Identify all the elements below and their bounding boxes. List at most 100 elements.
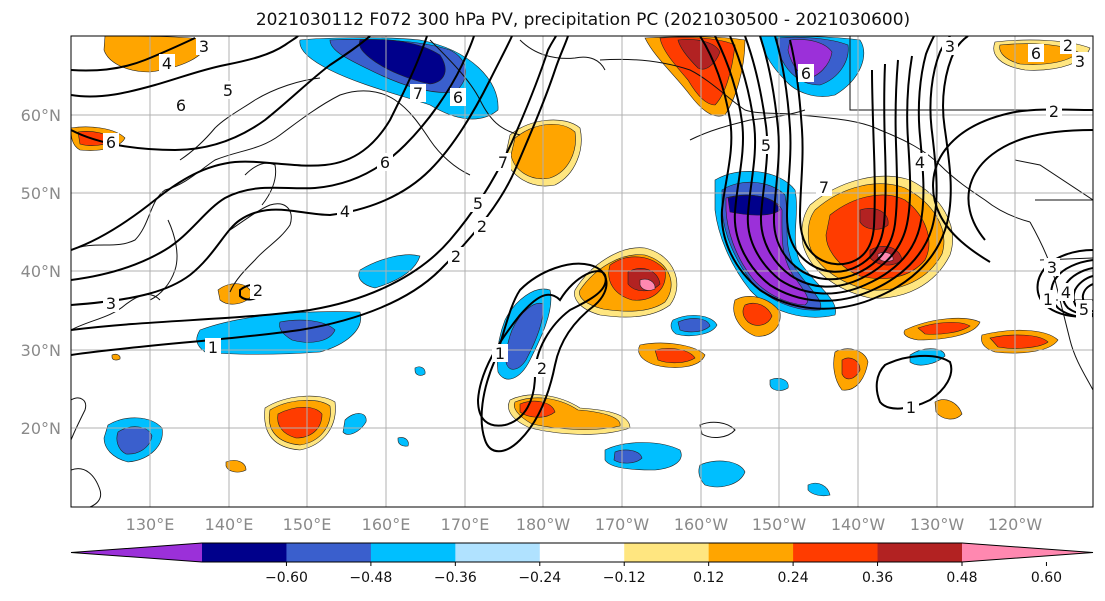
- precip-negative-area: [116, 426, 153, 455]
- svg-text:7: 7: [819, 178, 829, 197]
- svg-text:1: 1: [208, 338, 218, 357]
- contour-label: 6: [1028, 44, 1044, 63]
- longitude-labels: 130°E 140°E 150°E 160°E 170°E 180°W 170°…: [126, 515, 1043, 534]
- map-frame: [70, 35, 1094, 508]
- precip-positive-area: [277, 406, 323, 439]
- precip-negative-area: [698, 460, 746, 488]
- colorbar: −0.60 −0.48 −0.36 −0.24 −0.12 0.12 0.24 0.36 0.4…: [70, 542, 1094, 586]
- svg-text:3: 3: [199, 37, 209, 56]
- lat-label: 60°N: [21, 106, 61, 125]
- contour-label: 1: [492, 344, 508, 363]
- contour-label: 3: [196, 37, 212, 56]
- colorbar-tick-label: 0.24: [778, 570, 809, 586]
- contour-label: 3: [1044, 258, 1060, 277]
- precip-negative-area: [414, 366, 426, 376]
- contour-label: 2: [448, 247, 464, 266]
- precip-positive-area: [225, 460, 247, 473]
- contour-label: 2: [1046, 102, 1062, 121]
- precip-positive-area: [917, 322, 971, 335]
- contour-label: 5: [1076, 300, 1092, 319]
- contour-label: 1: [903, 398, 919, 417]
- lat-label: 50°N: [21, 184, 61, 203]
- lon-label: 140°W: [831, 515, 886, 534]
- contour-label: 7: [816, 178, 832, 197]
- svg-text:3: 3: [945, 37, 955, 56]
- contour-label: 7: [495, 153, 511, 172]
- colorbar-tick-label: 0.48: [946, 570, 977, 586]
- colorbar-tick-label: −0.36: [434, 570, 477, 586]
- pv-contours: [71, 36, 1093, 453]
- contour-label: 4: [1058, 283, 1074, 302]
- contour-label: 6: [450, 88, 466, 107]
- figure-title: 2021030112 F072 300 hPa PV, precipitatio…: [256, 10, 910, 30]
- lon-label: 120°W: [988, 515, 1043, 534]
- latitude-labels: 60°N 50°N 40°N 30°N 20°N: [21, 106, 61, 438]
- colorbar-tick-label: 0.12: [693, 570, 724, 586]
- svg-text:1: 1: [906, 398, 916, 417]
- lon-label: 130°E: [126, 515, 175, 534]
- colorbar-swatch: [370, 543, 456, 562]
- svg-text:3: 3: [1075, 52, 1085, 71]
- precip-negative-area: [677, 318, 711, 333]
- contour-label: 6: [798, 64, 814, 83]
- contour-label: 4: [159, 54, 175, 73]
- svg-text:6: 6: [106, 133, 116, 152]
- colorbar-tick-label: −0.48: [349, 570, 392, 586]
- contour-label: 1: [1040, 290, 1056, 309]
- colorbar-swatch: [793, 543, 879, 562]
- svg-text:5: 5: [223, 81, 233, 100]
- svg-text:5: 5: [1079, 300, 1089, 319]
- svg-text:4: 4: [915, 153, 925, 172]
- svg-text:4: 4: [1061, 283, 1071, 302]
- contour-label: 2: [1060, 36, 1076, 55]
- contour-label: 4: [337, 202, 353, 221]
- svg-text:2: 2: [537, 359, 547, 378]
- svg-text:4: 4: [162, 54, 172, 73]
- contour-label: 4: [912, 153, 928, 172]
- colorbar-swatch: [877, 543, 963, 562]
- svg-text:2: 2: [253, 281, 263, 300]
- contour-label: 7: [410, 84, 426, 103]
- lon-label: 160°W: [674, 515, 729, 534]
- contour-label: 3: [1072, 52, 1088, 71]
- contour-label: 3: [942, 37, 958, 56]
- svg-text:6: 6: [1031, 44, 1041, 63]
- svg-text:7: 7: [413, 84, 423, 103]
- svg-text:5: 5: [473, 194, 483, 213]
- contour-label: 2: [534, 359, 550, 378]
- svg-text:1: 1: [1043, 290, 1053, 309]
- precip-positive-area: [639, 278, 656, 291]
- svg-text:2: 2: [1063, 36, 1073, 55]
- colorbar-outline: [70, 542, 1094, 563]
- colorbar-swatch: [708, 543, 794, 562]
- svg-text:2: 2: [451, 247, 461, 266]
- precip-positive-area: [677, 39, 721, 70]
- contour-label: 5: [758, 136, 774, 155]
- lat-label: 20°N: [21, 419, 61, 438]
- colorbar-tick-label: 0.36: [862, 570, 893, 586]
- svg-text:6: 6: [176, 96, 186, 115]
- contour-label: 2: [250, 281, 266, 300]
- contour-label: 2: [474, 217, 490, 236]
- lat-label: 40°N: [21, 262, 61, 281]
- lon-label: 170°W: [595, 515, 650, 534]
- svg-text:6: 6: [380, 153, 390, 172]
- svg-text:7: 7: [498, 153, 508, 172]
- colorbar-extend-low: [71, 543, 202, 562]
- svg-text:1: 1: [495, 344, 505, 363]
- colorbar-swatch: [202, 543, 287, 562]
- lat-label: 30°N: [21, 341, 61, 360]
- colorbar-swatch: [624, 543, 710, 562]
- precip-negative-area: [342, 413, 367, 435]
- precip-positive-area: [841, 357, 861, 380]
- colorbar-tick-label: 0.60: [1031, 570, 1062, 586]
- precip-negative-area: [359, 39, 446, 85]
- colorbar-tick-label: −0.12: [603, 570, 646, 586]
- lon-label: 160°E: [362, 515, 411, 534]
- svg-text:2: 2: [477, 217, 487, 236]
- precip-negative-area: [397, 437, 409, 447]
- precip-positive-area: [934, 399, 963, 420]
- lon-label: 140°E: [205, 515, 254, 534]
- precip-negative-area: [909, 348, 946, 366]
